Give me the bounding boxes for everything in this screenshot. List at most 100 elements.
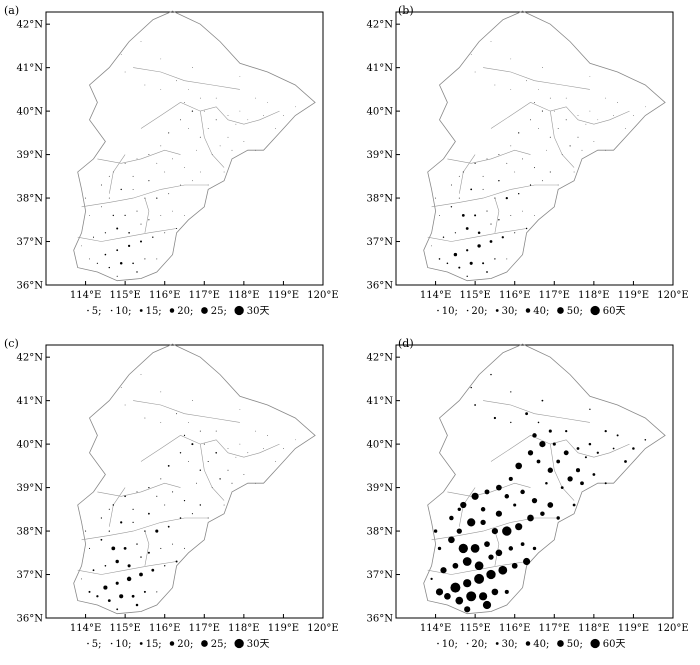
station-marker (612, 447, 615, 450)
station-marker (235, 123, 237, 125)
station-marker (120, 188, 122, 191)
station-marker (553, 110, 555, 112)
station-marker (534, 215, 535, 216)
station-marker (518, 132, 520, 134)
station-marker (156, 495, 158, 497)
station-marker (460, 501, 467, 509)
legend-symbol (201, 307, 208, 314)
map-b-svg: (b) 42°N 41°N 40°N 39°N 38°N 37°N 36°N 114°E 11… (367, 4, 689, 317)
station-marker (498, 565, 508, 575)
station-marker (525, 227, 528, 230)
station-marker (108, 197, 110, 199)
station-marker (589, 110, 591, 112)
station-marker (119, 594, 124, 599)
station-marker (139, 572, 143, 577)
station-marker (175, 560, 178, 563)
lat-tick-label: 37°N (367, 237, 394, 248)
station-marker (616, 434, 619, 437)
station-marker (536, 459, 541, 464)
station-marker (430, 577, 433, 581)
station-marker (478, 592, 488, 601)
lon-tick-label: 118°E (578, 290, 609, 301)
station-marker (188, 461, 189, 462)
station-marker (140, 240, 142, 243)
station-marker (188, 128, 189, 129)
station-marker (605, 149, 607, 151)
station-marker (148, 512, 150, 515)
legend-label: 10; (115, 639, 131, 650)
station-marker (527, 450, 534, 456)
station-marker (267, 435, 268, 436)
station-marker (624, 460, 627, 463)
lat-tick-label: 39°N (367, 150, 394, 161)
station-marker (81, 578, 83, 580)
inner-boundary (447, 482, 531, 497)
map-panel-b: (b) 42°N 41°N 40°N 39°N 38°N 37°N 36°N 114°E 11… (350, 0, 700, 332)
station-marker (491, 528, 498, 535)
station-marker (477, 231, 481, 235)
legend-label: 15; (146, 306, 162, 317)
station-marker (541, 399, 544, 402)
station-marker (144, 530, 146, 532)
station-marker (435, 197, 437, 199)
station-marker (127, 244, 131, 248)
station-marker (518, 193, 520, 195)
station-marker (164, 504, 166, 506)
station-marker (510, 145, 512, 147)
station-marker (144, 258, 146, 260)
station-marker (184, 547, 185, 549)
station-marker (180, 184, 181, 186)
lat-tick-label: 36°N (367, 281, 394, 292)
station-marker (552, 442, 556, 446)
station-marker (495, 549, 503, 557)
station-marker (215, 430, 217, 432)
station-marker (577, 136, 579, 138)
station-marker (585, 123, 587, 125)
inner-boundary (577, 110, 630, 125)
station-marker (227, 469, 229, 471)
inner-boundary (97, 149, 181, 164)
lat-tick-label: 41°N (17, 63, 44, 74)
station-marker (176, 413, 178, 415)
station-marker (470, 54, 472, 55)
station-marker (144, 197, 146, 199)
station-marker (255, 430, 257, 432)
station-marker (160, 89, 162, 90)
inner-boundary (483, 400, 590, 423)
station-marker (192, 400, 193, 401)
station-marker (534, 101, 535, 103)
station-marker (188, 422, 189, 423)
station-marker (152, 236, 154, 238)
station-marker (556, 459, 561, 464)
station-marker (482, 188, 484, 190)
station-marker (160, 391, 162, 393)
station-marker (107, 599, 111, 602)
station-marker (88, 590, 91, 593)
station-marker (575, 468, 581, 473)
station-marker (239, 408, 241, 410)
station-marker (644, 106, 646, 108)
lat-tick-label: 38°N (367, 194, 394, 205)
station-marker (219, 478, 221, 480)
station-marker (565, 119, 567, 121)
station-marker (486, 210, 488, 212)
station-marker (215, 452, 217, 454)
station-marker (589, 75, 591, 77)
station-marker (96, 262, 99, 264)
station-marker (255, 97, 257, 99)
station-marker (474, 573, 485, 584)
station-marker (474, 71, 476, 73)
station-marker (116, 608, 119, 611)
legend-symbol (437, 642, 439, 645)
station-marker (557, 128, 559, 129)
station-marker (124, 214, 126, 217)
station-marker (172, 543, 174, 545)
station-marker (247, 452, 249, 454)
station-marker (510, 421, 512, 424)
station-marker (124, 495, 126, 498)
station-marker (449, 515, 454, 521)
station-marker (195, 482, 197, 484)
station-marker (199, 504, 201, 506)
station-marker (547, 502, 554, 508)
station-marker (136, 158, 138, 160)
